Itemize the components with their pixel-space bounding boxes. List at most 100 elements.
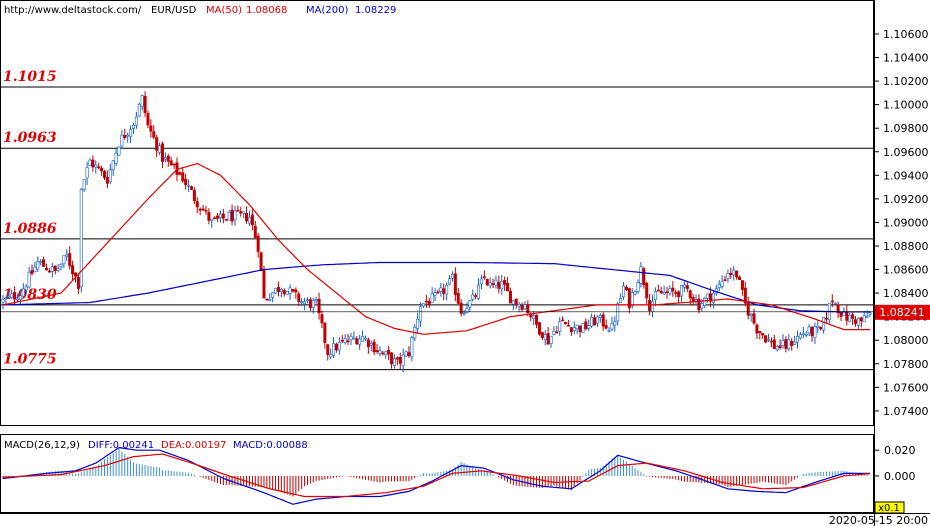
candle-body <box>682 284 686 288</box>
candle-body <box>764 335 768 343</box>
candle-body <box>378 350 382 354</box>
candle-body <box>178 172 182 175</box>
candle-body <box>862 315 866 323</box>
candle-body <box>340 340 344 342</box>
candle-body <box>221 213 225 219</box>
candle-body <box>540 332 544 339</box>
candle-body <box>506 283 510 292</box>
candle-body <box>453 273 457 295</box>
candle-body <box>395 357 399 360</box>
candle-body <box>723 279 727 281</box>
price-tick-label: 1.09600 <box>883 146 929 159</box>
candle-body <box>494 279 498 286</box>
candle-body <box>73 272 77 277</box>
candle-body <box>224 218 228 221</box>
macd-dea-line <box>2 453 871 498</box>
candle-body <box>85 167 89 179</box>
candle-body <box>787 339 791 349</box>
candle-body <box>761 332 765 336</box>
candle-body <box>450 274 454 279</box>
candle-body <box>207 212 211 221</box>
candle-body <box>740 280 744 290</box>
candle-body <box>769 340 773 343</box>
candle-body <box>149 125 153 132</box>
candle-body <box>201 208 205 211</box>
candle-body <box>520 305 524 310</box>
candle-body <box>793 341 797 345</box>
candle-body <box>369 343 373 346</box>
candle-body <box>633 291 637 295</box>
candle-body <box>79 189 83 288</box>
candle-body <box>497 282 501 289</box>
candle-body <box>334 343 338 351</box>
candle-body <box>160 143 164 162</box>
symbol-label: EUR/USD <box>151 5 197 16</box>
candle-body <box>709 293 713 302</box>
candle-body <box>445 284 449 295</box>
candle-body <box>355 338 359 345</box>
candle-body <box>218 213 222 218</box>
candle-body <box>816 325 820 328</box>
macd-panel[interactable] <box>0 434 874 513</box>
candle-body <box>738 276 742 281</box>
candle-body <box>288 287 292 294</box>
candle-body <box>421 303 425 307</box>
candle-body <box>859 317 863 322</box>
candle-body <box>21 288 25 297</box>
candle-body <box>848 314 852 322</box>
candle-body <box>169 160 173 166</box>
candle-body <box>410 337 414 358</box>
candle-body <box>259 252 263 271</box>
candle-body <box>401 354 405 366</box>
candle-body <box>108 169 112 183</box>
scale-badge-label: x0.1 <box>878 503 900 514</box>
candle-body <box>100 167 104 172</box>
candle-body <box>384 351 388 355</box>
candle-body <box>407 352 411 356</box>
candle-body <box>105 177 109 184</box>
candle-body <box>181 172 185 182</box>
candle-body <box>662 291 666 295</box>
ma200-label: MA(200) <box>306 5 348 16</box>
candle-body <box>822 317 826 331</box>
price-tick-label: 1.10200 <box>883 75 929 88</box>
candle-body <box>830 300 834 303</box>
candle-body <box>68 253 72 267</box>
macd-value-label: MACD:0.00088 <box>233 440 308 451</box>
candle-body <box>508 290 512 304</box>
candle-body <box>134 116 138 126</box>
candle-body <box>59 264 63 267</box>
price-tick-label: 1.10600 <box>883 28 929 41</box>
candle-body <box>323 322 327 343</box>
candle-body <box>572 327 576 331</box>
candle-body <box>653 291 657 301</box>
candle-body <box>120 134 124 147</box>
candle-body <box>804 333 808 336</box>
candle-body <box>801 333 805 336</box>
candle-body <box>796 335 800 343</box>
level-label: 1.1015 <box>3 69 57 85</box>
candle-body <box>27 271 31 288</box>
candle-body <box>390 352 394 365</box>
price-tick-label: 1.07400 <box>883 405 929 418</box>
candle-body <box>163 157 167 160</box>
candle-body <box>433 292 437 296</box>
price-tick-label: 1.09400 <box>883 169 929 182</box>
candle-body <box>468 300 472 308</box>
candle-body <box>274 287 278 294</box>
candle-body <box>752 313 756 324</box>
candle-body <box>427 301 431 305</box>
candle-body <box>581 323 585 334</box>
candle-body <box>140 95 144 107</box>
macd-diff-line <box>2 446 870 505</box>
candle-body <box>500 281 504 290</box>
candle-body <box>703 297 707 306</box>
candle-body <box>552 330 556 335</box>
candle-body <box>308 299 312 308</box>
candle-body <box>854 319 858 324</box>
candle-body <box>729 272 733 275</box>
candle-body <box>674 292 678 294</box>
price-panel[interactable] <box>0 0 874 426</box>
candle-body <box>555 331 559 334</box>
